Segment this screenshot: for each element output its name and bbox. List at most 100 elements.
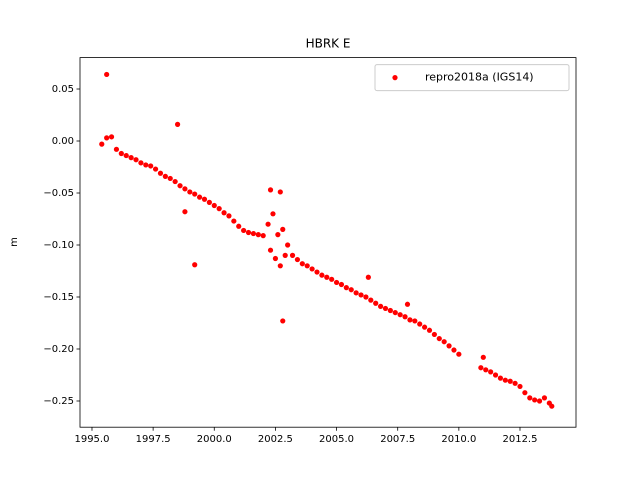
point — [216, 206, 222, 212]
point — [108, 134, 115, 140]
point — [277, 189, 283, 195]
point — [412, 318, 418, 324]
point — [99, 141, 105, 147]
point — [294, 256, 301, 263]
point — [113, 146, 120, 152]
point — [277, 263, 283, 269]
point — [245, 229, 252, 236]
point — [324, 274, 330, 280]
chart-title: HBRK E — [306, 37, 351, 51]
point — [231, 218, 237, 224]
point — [162, 173, 168, 179]
point — [260, 233, 266, 239]
point — [104, 135, 110, 141]
point — [280, 318, 286, 324]
point — [333, 279, 340, 286]
point — [167, 175, 173, 182]
point — [133, 157, 139, 163]
point — [148, 163, 154, 169]
point — [397, 312, 403, 318]
legend-label: repro2018a (IGS14) — [425, 71, 534, 84]
y-tick-label: 0.05 — [52, 84, 74, 95]
point — [507, 378, 513, 384]
point — [377, 303, 384, 309]
point — [541, 395, 548, 401]
point — [157, 170, 164, 176]
point — [387, 307, 393, 314]
y-tick-label: −0.25 — [43, 396, 74, 407]
point — [319, 272, 325, 278]
y-tick-label: −0.05 — [43, 188, 74, 199]
point — [267, 187, 274, 193]
point — [382, 305, 389, 312]
point — [532, 397, 538, 403]
point — [536, 398, 543, 404]
point — [211, 202, 217, 209]
point — [338, 281, 345, 288]
point — [478, 365, 484, 371]
point — [299, 261, 305, 267]
y-tick-label: −0.10 — [43, 240, 74, 251]
point — [314, 269, 320, 275]
x-tick-label: 2005.0 — [319, 434, 354, 445]
point — [488, 369, 494, 375]
point — [182, 186, 188, 192]
point — [206, 199, 212, 205]
point — [255, 232, 261, 238]
point — [250, 230, 257, 237]
point — [404, 301, 411, 307]
point — [174, 121, 181, 127]
point — [270, 211, 276, 217]
point — [265, 221, 271, 227]
point — [226, 213, 232, 219]
point — [289, 252, 296, 258]
point — [497, 375, 504, 381]
y-tick-label: −0.20 — [43, 344, 74, 355]
point — [492, 372, 499, 378]
point — [358, 292, 364, 298]
point — [365, 274, 371, 280]
point — [282, 252, 288, 258]
point — [431, 331, 437, 338]
point — [368, 297, 374, 303]
point — [422, 324, 428, 330]
point — [527, 395, 533, 401]
point — [549, 403, 555, 409]
point — [304, 263, 310, 269]
point — [373, 300, 379, 306]
point — [104, 71, 110, 78]
point — [441, 339, 447, 345]
point — [201, 196, 208, 202]
x-tick-label: 2010.0 — [441, 434, 476, 445]
point — [143, 162, 149, 168]
x-tick-label: 2007.5 — [380, 434, 415, 445]
point — [187, 189, 193, 195]
x-tick-label: 1995.0 — [74, 434, 109, 445]
point — [522, 390, 528, 396]
y-tick-label: 0.00 — [52, 136, 74, 147]
point — [402, 314, 408, 320]
point — [272, 255, 279, 262]
point — [392, 309, 398, 316]
point — [436, 335, 442, 342]
point — [353, 290, 359, 296]
x-tick-label: 1997.5 — [136, 434, 171, 445]
point — [118, 150, 124, 157]
point — [343, 285, 349, 291]
point — [426, 327, 433, 333]
point — [407, 317, 413, 323]
point — [128, 155, 134, 161]
point — [221, 210, 227, 216]
point — [483, 367, 489, 373]
point — [241, 227, 247, 234]
point — [309, 266, 315, 272]
point — [123, 152, 129, 159]
point — [363, 294, 369, 300]
point — [267, 247, 274, 253]
point — [138, 160, 144, 166]
point — [480, 354, 486, 360]
point — [275, 232, 281, 238]
point — [236, 223, 242, 229]
point — [172, 178, 178, 185]
